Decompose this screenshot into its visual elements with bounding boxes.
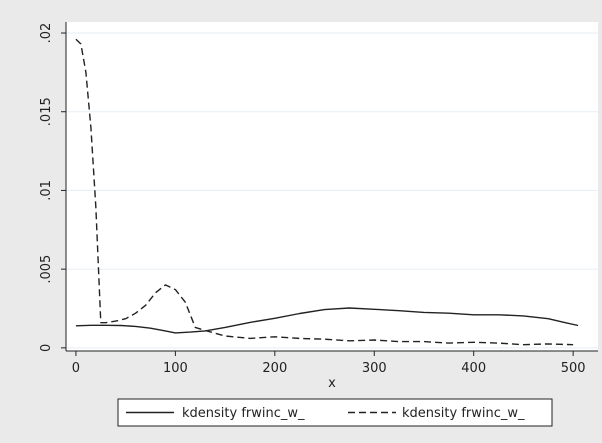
series-1-point-12 bbox=[165, 284, 166, 285]
series-1-point-4 bbox=[95, 206, 96, 207]
axes bbox=[65, 22, 598, 352]
gridlines bbox=[66, 32, 598, 349]
series-0-point-12 bbox=[274, 318, 275, 319]
series-1-point-0 bbox=[75, 39, 76, 40]
x-tick-label-2: 200 bbox=[262, 361, 287, 376]
series-1-point-8 bbox=[125, 318, 126, 319]
series-1-point-28 bbox=[498, 343, 499, 344]
x-axis-title: x bbox=[328, 376, 336, 391]
series-0-point-11 bbox=[249, 322, 250, 323]
legend-label-0: kdensity frwinc_w_ bbox=[182, 406, 305, 421]
series-1-point-23 bbox=[374, 339, 375, 340]
series-1-point-17 bbox=[225, 335, 226, 336]
y-axis-ticks: 0 .005 .01 .015 .02 bbox=[39, 23, 66, 352]
series-1-point-25 bbox=[423, 341, 424, 342]
x-tick-label-5: 500 bbox=[561, 361, 586, 376]
series-1-point-19 bbox=[274, 336, 275, 337]
series-1-dashed bbox=[75, 38, 574, 346]
series-1-point-6 bbox=[105, 322, 106, 323]
series-0-point-1 bbox=[90, 325, 91, 326]
x-tick-label-0: 0 bbox=[72, 361, 80, 376]
series-line-1 bbox=[75, 38, 574, 346]
y-tick-label-1: .005 bbox=[39, 255, 54, 284]
series-0-point-13 bbox=[299, 313, 300, 314]
series-0-point-22 bbox=[523, 315, 524, 316]
series-0-point-14 bbox=[324, 309, 325, 310]
legend-box bbox=[117, 398, 553, 427]
series-1-point-10 bbox=[145, 305, 146, 306]
y-tick-label-0: 0 bbox=[39, 344, 54, 352]
series-1-point-11 bbox=[155, 292, 156, 293]
series-1-point-16 bbox=[205, 330, 206, 331]
series-0-point-7 bbox=[175, 332, 176, 333]
series-0-point-25 bbox=[578, 325, 579, 326]
x-tick-label-4: 400 bbox=[461, 361, 486, 376]
x-tick-label-3: 300 bbox=[362, 361, 387, 376]
series-0-point-23 bbox=[548, 318, 549, 319]
series-1-point-30 bbox=[548, 343, 549, 344]
series-1-point-13 bbox=[175, 289, 176, 290]
series-0-point-3 bbox=[120, 325, 121, 326]
legend-label-1: kdensity frwinc_w_ bbox=[402, 406, 525, 421]
x-axis-ticks: 0 100 200 300 400 500 bbox=[72, 351, 586, 376]
series-1-point-31 bbox=[573, 344, 574, 345]
y-tick-label-4: .02 bbox=[39, 23, 54, 44]
series-1-point-14 bbox=[185, 302, 186, 303]
series-0-point-10 bbox=[225, 327, 226, 328]
series-1-point-7 bbox=[115, 321, 116, 322]
series-0-point-6 bbox=[165, 330, 166, 331]
series-0-point-5 bbox=[150, 328, 151, 329]
series-1-point-27 bbox=[473, 342, 474, 343]
series-1-point-9 bbox=[135, 313, 136, 314]
series-line-0 bbox=[75, 307, 579, 334]
series-1-point-22 bbox=[349, 340, 350, 341]
series-0-point-24 bbox=[563, 322, 564, 323]
series-layer bbox=[75, 38, 579, 346]
series-0-point-21 bbox=[498, 314, 499, 315]
series-0-point-2 bbox=[105, 325, 106, 326]
series-1-point-26 bbox=[448, 343, 449, 344]
series-0-point-16 bbox=[374, 309, 375, 310]
series-0-point-20 bbox=[473, 314, 474, 315]
series-0-point-17 bbox=[399, 310, 400, 311]
series-1-point-18 bbox=[249, 338, 250, 339]
series-0-point-4 bbox=[135, 326, 136, 327]
series-1-point-3 bbox=[90, 127, 91, 128]
y-tick-label-3: .015 bbox=[39, 97, 54, 126]
legend: kdensity frwinc_w_ kdensity frwinc_w_ bbox=[117, 398, 553, 427]
y-tick-label-2: .01 bbox=[39, 180, 54, 201]
series-0-point-0 bbox=[75, 325, 76, 326]
series-0-point-15 bbox=[349, 307, 350, 308]
x-tick-label-1: 100 bbox=[163, 361, 188, 376]
series-1-point-29 bbox=[523, 344, 524, 345]
series-1-point-1 bbox=[80, 43, 81, 44]
plot-area bbox=[66, 22, 598, 351]
series-0-point-18 bbox=[423, 312, 424, 313]
series-0-solid bbox=[75, 307, 579, 334]
series-1-point-21 bbox=[324, 339, 325, 340]
series-1-point-2 bbox=[85, 72, 86, 73]
series-1-point-15 bbox=[195, 327, 196, 328]
series-0-point-8 bbox=[190, 332, 191, 333]
series-0-point-19 bbox=[448, 313, 449, 314]
series-1-point-20 bbox=[299, 338, 300, 339]
series-1-point-24 bbox=[399, 341, 400, 342]
series-1-point-5 bbox=[100, 322, 101, 323]
